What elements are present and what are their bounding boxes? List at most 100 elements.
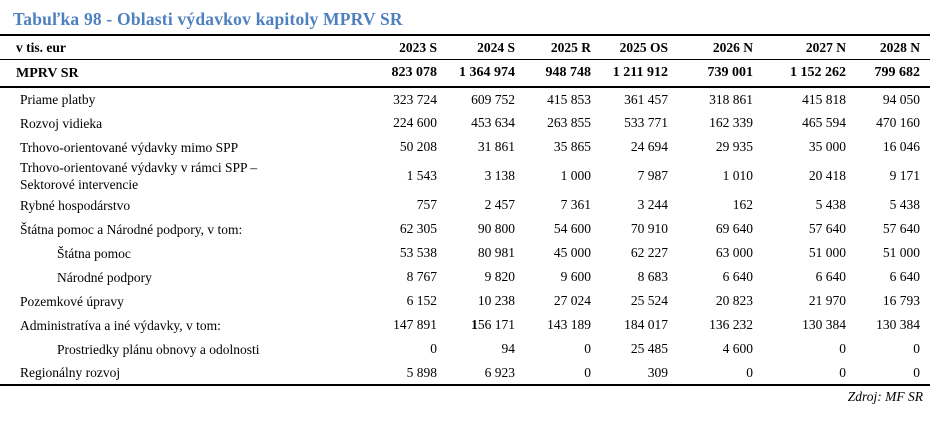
total-cell-value: 1 152 262 [753,59,846,88]
cell-value: 1 000 [560,168,591,183]
expenditure-table: v tis. eur 2023 S 2024 S 2025 R 2025 OS 2026… [0,34,930,386]
cell-value: 8 683 [637,269,668,284]
row-label: Priame platby [20,92,96,107]
cell-value: 54 600 [553,221,591,236]
total-cell-value: 1 211 912 [591,59,668,88]
cell-value: 757 [416,197,437,212]
table-row: Rybné hospodárstvo 757 2 457 7 361 3 244 162 5… [0,193,930,217]
year-column-header: 2024 S [437,35,515,60]
cell-value: 29 935 [715,139,753,154]
cell-value: 6 923 [437,361,515,386]
cell-value: 35 000 [808,139,846,154]
cell-value: 20 418 [808,168,846,183]
cell-value: 323 724 [393,91,437,107]
cell-value: 16 793 [882,293,920,308]
cell-value: 57 640 [808,221,846,236]
cell-value: 6 640 [889,269,920,284]
total-cell-value: 1 364 974 [437,59,515,88]
cell-value: 136 232 [709,317,753,332]
cell-value: 609 752 [471,91,515,107]
table-row: Trhovo-orientované výdavky v rámci SPP –… [0,159,930,193]
total-cell-value: 799 682 [846,59,930,88]
table-row: Regionálny rozvoj 5 898 6 923 0 309 0 0 0 [0,361,930,386]
table-row: Trhovo-orientované výdavky mimo SPP 50 20… [0,135,930,159]
year-column-header: 2025 OS [591,35,668,60]
table-row: Pozemkové úpravy 6 152 10 238 27 024 25 524 2… [0,289,930,313]
cell-value: 53 538 [399,245,437,260]
cell-value: 6 152 [406,293,437,308]
cell-value: 45 000 [553,245,591,260]
row-label: Rybné hospodárstvo [20,197,131,213]
cell-value: 361 457 [624,91,668,107]
cell-value: 3 244 [637,197,668,212]
cell-value: 27 024 [553,293,591,308]
cell-value: 31 861 [477,139,515,154]
row-label: Regionálny rozvoj [0,361,360,386]
total-cell-value: 739 001 [668,59,753,88]
cell-value: 9 820 [484,269,515,284]
cell-value: 80 981 [477,245,515,260]
cell-value: 453 634 [471,115,515,130]
cell-value: 0 [846,361,930,386]
table-row: Priame platby 323 724 609 752 415 853 361 45… [0,87,930,111]
cell-value: 3 138 [484,168,515,183]
cell-value: 1 543 [406,168,437,183]
year-column-header: 2023 S [360,35,437,60]
year-column-header: 2027 N [753,35,846,60]
cell-value: 94 050 [882,91,920,107]
cell-value: 318 861 [709,91,753,107]
cell-value: 8 767 [406,269,437,284]
table-row: Administratíva a iné výdavky, v tom: 147 … [0,313,930,337]
table-row: Rozvoj vidieka 224 600 453 634 263 855 533 7… [0,111,930,135]
cell-value: 90 800 [477,221,515,236]
cell-value: 35 865 [553,139,591,154]
cell-value: 156 171 [471,317,515,332]
cell-value: 0 [753,361,846,386]
cell-value: 162 [732,197,753,212]
cell-value: 147 891 [393,317,437,332]
cell-value: 5 898 [360,361,437,386]
cell-value: 7 361 [560,197,591,212]
table-title: Tabuľka 98 - Oblasti výdavkov kapitoly M… [13,9,403,29]
cell-value: 10 238 [477,293,515,308]
year-column-header: 2026 N [668,35,753,60]
cell-value: 465 594 [802,115,846,130]
cell-value: 25 485 [630,341,668,356]
year-column-header: 2028 N [846,35,930,60]
cell-value: 9 171 [889,168,920,183]
row-label: Národné podpory [57,269,152,285]
row-label: Prostriedky plánu obnovy a odolnosti [57,341,260,357]
cell-value: 130 384 [802,317,846,332]
cell-value: 470 160 [876,115,920,130]
cell-value: 62 305 [399,221,437,236]
row-label: Štátna pomoc [57,245,131,261]
cell-value: 94 [501,341,516,356]
cell-value: 51 000 [808,245,846,260]
cell-value: 7 987 [637,168,668,183]
cell-value: 162 339 [709,115,753,130]
table-row: Štátna pomoc 53 538 80 981 45 000 62 227 63 0… [0,241,930,265]
cell-value: 20 823 [715,293,753,308]
cell-value: 25 524 [630,293,668,308]
cell-value: 533 771 [624,115,668,130]
row-label: Trhovo-orientované výdavky v rámci SPP –… [20,160,258,192]
cell-value: 0 [584,341,591,356]
cell-value: 62 227 [630,245,668,260]
row-label: Štátna pomoc a Národné podpory, v tom: [20,221,243,237]
cell-value: 143 189 [547,317,591,332]
row-label: Pozemkové úpravy [20,293,124,309]
unit-label: v tis. eur [0,35,360,60]
cell-value: 24 694 [630,139,668,154]
cell-value: 415 853 [547,91,591,107]
cell-value: 184 017 [624,317,668,332]
total-row: MPRV SR 823 078 1 364 974 948 748 1 211 912… [0,59,930,88]
row-label: Trhovo-orientované výdavky mimo SPP [20,139,239,155]
cell-value: 263 855 [547,115,591,130]
cell-value: 0 [430,341,437,356]
cell-value: 6 640 [722,269,753,284]
row-label: Rozvoj vidieka [20,115,103,131]
cell-value: 5 438 [815,197,846,212]
cell-value: 0 [839,341,846,356]
cell-value: 1 010 [722,168,753,183]
